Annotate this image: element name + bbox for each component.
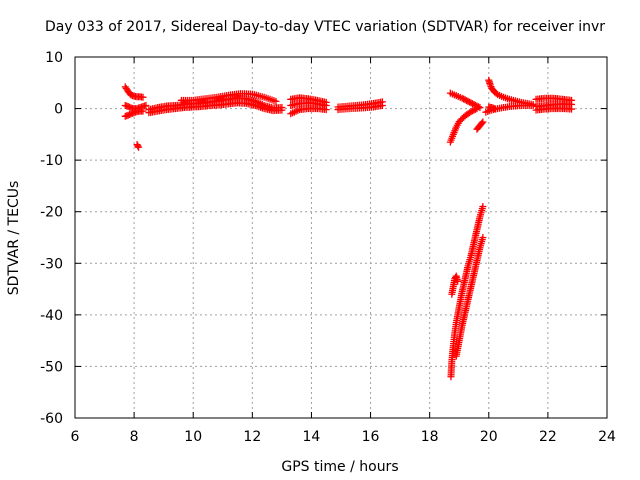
data-point <box>278 106 286 114</box>
data-point <box>142 101 150 109</box>
y-tick-label: 10 <box>45 50 63 66</box>
data-point <box>322 106 330 114</box>
y-tick-label: -10 <box>40 153 63 169</box>
y-tick-label: 0 <box>54 102 63 118</box>
data-point <box>478 119 486 127</box>
data-point <box>139 93 147 101</box>
data-point <box>135 143 143 151</box>
data-points <box>121 76 576 381</box>
data-point <box>473 105 481 113</box>
data-point <box>378 101 386 109</box>
data-point <box>479 203 487 211</box>
chart-title: Day 033 of 2017, Sidereal Day-to-day VTE… <box>45 19 605 35</box>
data-point <box>272 97 280 105</box>
data-point <box>322 98 330 106</box>
data-point <box>479 118 487 126</box>
y-tick-label: -60 <box>40 411 63 427</box>
grid-lines <box>75 57 607 418</box>
data-point <box>471 105 479 113</box>
y-tick-label: -30 <box>40 256 63 272</box>
tick-labels: 6 8 10 12 14 16 18 20 22 24 10 0 -10 -20 -30 -40 -50 -60 <box>40 50 616 445</box>
data-point <box>454 277 462 285</box>
x-tick-label: 20 <box>480 429 498 445</box>
y-tick-label: -40 <box>40 308 63 324</box>
x-tick-label: 10 <box>184 429 202 445</box>
data-point <box>479 234 487 241</box>
x-tick-label: 22 <box>539 429 557 445</box>
data-point <box>568 105 576 113</box>
x-tick-label: 14 <box>303 429 321 445</box>
x-tick-label: 16 <box>362 429 380 445</box>
data-point <box>134 142 142 150</box>
y-tick-label: -20 <box>40 205 63 221</box>
x-tick-label: 18 <box>421 429 439 445</box>
plot-frame <box>74 56 608 419</box>
x-tick-label: 12 <box>243 429 261 445</box>
y-axis-label: SDTVAR / TECUs <box>6 181 22 296</box>
x-axis-label: GPS time / hours <box>281 459 398 475</box>
y-tick-label: -50 <box>40 359 63 375</box>
x-tick-label: 8 <box>130 429 139 445</box>
x-tick-label: 24 <box>598 429 616 445</box>
x-tick-label: 6 <box>71 429 80 445</box>
data-point <box>491 105 499 113</box>
